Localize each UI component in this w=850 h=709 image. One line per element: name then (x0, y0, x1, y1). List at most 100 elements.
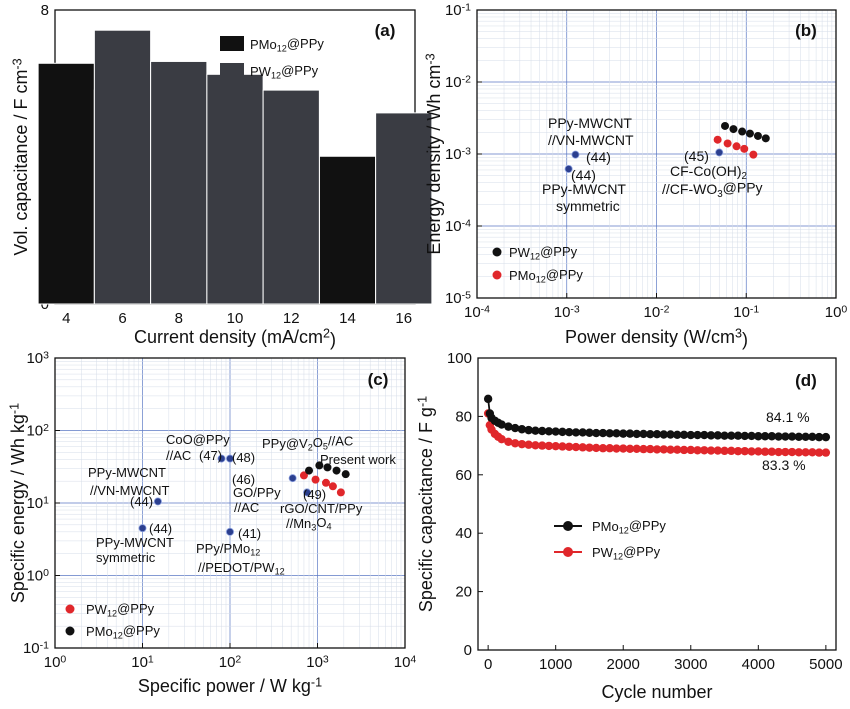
y-tick-label: 100 (447, 350, 472, 367)
point-pmo12 (740, 431, 750, 441)
annotation: PPy-MWCNT (96, 535, 174, 550)
y-tick-label: 101 (26, 494, 49, 512)
point-pmo12 (754, 432, 763, 441)
point-pw12 (666, 445, 675, 454)
annotation: CF-Co(OH)2 (670, 163, 747, 182)
annotation: 83.3 % (762, 457, 806, 473)
point-pmo12 (585, 428, 594, 437)
panel-b: 10-4 10-3 10-2 10-1 10010-510-410-310-210-1P… (423, 1, 847, 349)
legend-label: PMo12@PPy (86, 623, 160, 641)
y-tick-label: 40 (455, 525, 472, 542)
point-pw12 (761, 134, 770, 143)
y-tick-label: 100 (26, 567, 49, 585)
point-pw12 (558, 442, 567, 451)
point-pmo12 (760, 432, 770, 441)
point-pmo12 (733, 431, 743, 440)
x-tick-label: 0 (484, 656, 492, 673)
x-axis-title: Cycle number (601, 682, 712, 702)
point-pw12 (747, 447, 756, 456)
point-pw12 (700, 446, 709, 455)
point-pmo12 (524, 425, 533, 435)
x-tick-label: 102 (219, 653, 242, 671)
point-pw12 (619, 444, 628, 453)
y-tick-label: 10-4 (445, 217, 471, 235)
point-pmo12 (323, 463, 332, 472)
point-pmo12 (749, 150, 758, 159)
panel-tag: (b) (795, 21, 817, 40)
point-pw12 (781, 447, 790, 457)
point-pmo12 (659, 430, 668, 439)
point-reference (564, 164, 573, 173)
panel-tag: (c) (368, 370, 389, 389)
legend-label: PMo12@PPy (592, 518, 666, 536)
point-pw12 (299, 471, 308, 480)
point-pw12 (632, 444, 641, 454)
point-pw12 (531, 441, 540, 450)
y-tick-label: 60 (455, 467, 472, 484)
point-pw12 (537, 441, 547, 450)
point-pmo12 (700, 430, 709, 440)
legend-marker (492, 270, 502, 280)
point-pw12 (821, 448, 831, 457)
panel-d: 0 1000 2000 3000 4000 5000 0 20 40 60 80 100 Cycle n… (415, 350, 842, 702)
annotation: PPy-MWCNT (548, 115, 632, 131)
point-pmo12 (619, 429, 628, 438)
point-pw12 (598, 444, 608, 453)
legend-label: PW12@PPy (86, 601, 155, 619)
legend-marker (563, 547, 573, 557)
panel-tag: (d) (795, 371, 817, 390)
point-pmo12 (673, 430, 682, 439)
x-tick-label: 10 (227, 310, 244, 327)
annotation: 84.1 % (766, 409, 810, 425)
point-pmo12 (639, 429, 648, 439)
point-pw12 (311, 475, 320, 484)
point-pmo12 (732, 142, 741, 151)
point-pmo12 (787, 432, 797, 441)
point-pw12 (713, 446, 722, 455)
x-tick-label: 10-3 (554, 303, 580, 321)
panel-tag: (a) (375, 21, 396, 40)
point-pw12 (787, 447, 797, 457)
point-pmo12 (632, 429, 641, 439)
point-pw12 (679, 445, 689, 455)
point-pmo12 (625, 429, 635, 438)
point-pmo12 (504, 422, 513, 431)
point-pw12 (733, 446, 743, 456)
point-pmo12 (693, 430, 702, 440)
bar-pw12 (262, 89, 320, 305)
annotation: //AC (234, 500, 259, 515)
annotation: Present work (320, 452, 396, 467)
point-pmo12 (774, 432, 783, 441)
y-axis-title: Specific energy / Wh kg-1 (7, 403, 28, 603)
annotation: //VN-MWCNT (90, 483, 169, 498)
panel-c: 100 101 102 103 10410-1100101102103Specific … (7, 349, 416, 696)
point-reference (217, 454, 226, 463)
point-pw12 (585, 443, 594, 452)
point-pmo12 (531, 426, 540, 435)
point-pw12 (321, 478, 330, 487)
x-tick-label: 14 (339, 310, 356, 327)
point-pw12 (652, 445, 662, 454)
point-reference (138, 524, 147, 533)
point-pmo12 (706, 431, 716, 440)
bar-pmo12 (318, 155, 377, 305)
legend-label: PMo12@PPy (509, 267, 583, 285)
x-tick-label: 103 (306, 653, 329, 671)
annotation: rGO/CNT/PPy (280, 501, 363, 516)
point-pw12 (686, 445, 695, 455)
point-pmo12 (808, 432, 817, 442)
point-pw12 (517, 439, 527, 449)
y-tick-label: 10-1 (445, 1, 471, 19)
y-tick-label: 8 (41, 2, 49, 19)
bar-pw12 (375, 112, 433, 305)
y-tick-label: 10-5 (445, 289, 471, 307)
annotation: symmetric (96, 550, 156, 565)
point-pw12 (510, 439, 520, 448)
point-pw12 (646, 444, 655, 454)
legend-marker (65, 604, 75, 614)
point-reference (571, 150, 580, 159)
point-pw12 (738, 127, 747, 136)
point-reference (288, 474, 297, 483)
point-pmo12 (315, 461, 324, 470)
